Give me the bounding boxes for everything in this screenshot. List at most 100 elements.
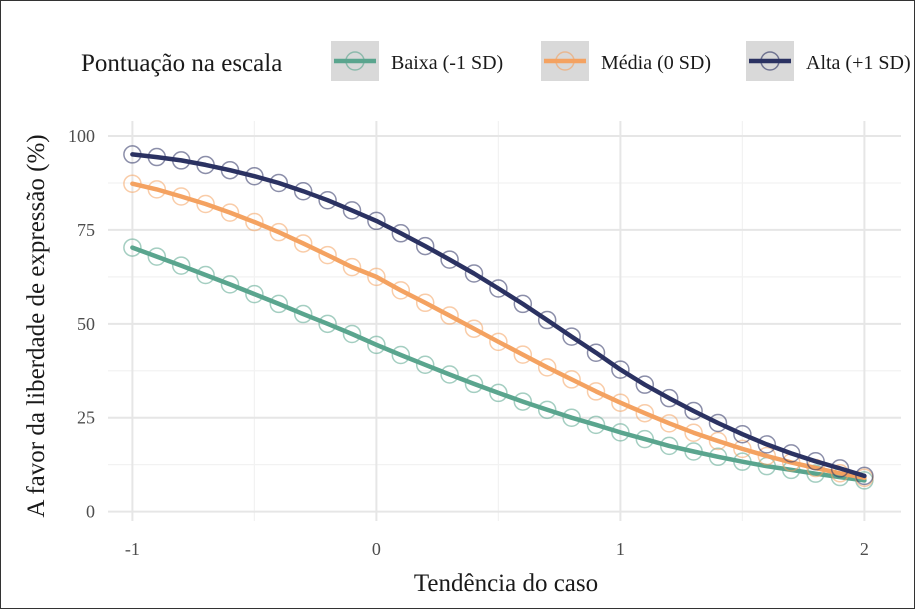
data-point	[586, 343, 606, 362]
data-point	[318, 314, 337, 334]
data-point	[708, 447, 728, 467]
data-point	[489, 383, 508, 403]
x-tick-label: 1	[616, 539, 625, 559]
data-point	[269, 222, 289, 242]
data-point	[342, 324, 362, 344]
legend-key-point	[555, 51, 575, 71]
y-tick-label: 25	[77, 408, 95, 428]
data-point	[562, 327, 581, 346]
data-point	[611, 393, 630, 412]
data-point	[806, 464, 825, 483]
data-point	[391, 345, 411, 365]
data-point	[635, 403, 655, 423]
data-point	[513, 345, 533, 364]
data-point	[293, 234, 313, 253]
data-point	[440, 250, 459, 269]
data-point	[123, 174, 142, 193]
data-point	[367, 335, 386, 355]
data-point	[830, 459, 850, 478]
series-layer	[123, 145, 874, 490]
data-point	[537, 358, 557, 377]
data-point	[367, 267, 386, 287]
data-point	[196, 265, 215, 285]
legend-title: Pontuação na escala	[81, 50, 282, 77]
data-point	[367, 211, 386, 231]
data-point	[562, 408, 581, 427]
data-point	[245, 166, 264, 186]
data-point	[733, 439, 752, 459]
data-point	[708, 431, 728, 451]
data-point	[855, 466, 874, 486]
data-point	[196, 194, 215, 214]
y-tick-label: 50	[77, 314, 95, 334]
data-point	[318, 190, 337, 210]
data-point	[684, 442, 703, 461]
data-point	[757, 446, 777, 466]
data-point	[415, 236, 435, 256]
legend-item: Média (0 SD)	[541, 41, 711, 81]
data-point	[123, 238, 142, 257]
series-group	[123, 174, 874, 488]
data-point	[659, 436, 679, 456]
data-point	[489, 332, 508, 352]
y-tick-label: 100	[68, 126, 95, 146]
data-point	[659, 414, 679, 433]
x-tick-label: 2	[860, 539, 869, 559]
legend-label: Média (0 SD)	[601, 52, 711, 74]
data-point	[586, 415, 606, 435]
data-point	[147, 147, 167, 167]
data-point	[611, 360, 630, 379]
legend-label: Baixa (-1 SD)	[391, 52, 503, 74]
data-point	[537, 310, 557, 330]
data-point	[513, 294, 533, 314]
data-point	[513, 392, 533, 411]
grid-major-lines	[108, 121, 901, 521]
x-tick-label: 0	[372, 539, 381, 559]
data-point	[586, 382, 606, 401]
legend-items: Baixa (-1 SD) Média (0 SD) Alta (+1 SD)	[331, 41, 911, 81]
data-point	[440, 306, 459, 325]
x-axis-title: Tendência do caso	[414, 570, 598, 597]
data-point	[781, 444, 801, 463]
data-point	[220, 203, 240, 222]
data-point	[342, 257, 362, 277]
x-tick-label: -1	[125, 539, 140, 559]
data-point	[708, 413, 728, 433]
x-axis-ticks: -1 0 1 2	[125, 539, 869, 559]
y-axis-ticks: 0 25 50 75 100	[68, 126, 95, 522]
data-point	[611, 423, 630, 442]
data-point	[464, 264, 484, 283]
y-axis-title: A favor da liberdade de expressão (%)	[23, 134, 50, 517]
data-point	[293, 304, 313, 324]
data-point	[147, 247, 167, 266]
data-point	[684, 401, 703, 421]
data-point	[659, 388, 679, 408]
data-point	[757, 435, 777, 454]
legend-key-point	[760, 51, 780, 71]
data-point	[220, 160, 240, 180]
legend: Pontuação na escala Baixa (-1 SD) Média (…	[81, 41, 911, 81]
y-tick-label: 75	[77, 220, 95, 240]
data-point	[733, 452, 752, 471]
data-point	[269, 294, 289, 314]
series-group	[123, 145, 874, 486]
legend-key-point	[345, 51, 365, 71]
data-point	[440, 365, 459, 384]
data-point	[537, 400, 557, 420]
data-point	[220, 275, 240, 294]
legend-item: Baixa (-1 SD)	[331, 41, 503, 81]
data-point	[342, 201, 362, 220]
legend-label: Alta (+1 SD)	[806, 52, 911, 74]
data-point	[318, 245, 337, 265]
data-point	[635, 375, 655, 394]
series-group	[123, 238, 874, 490]
data-point	[464, 319, 484, 338]
data-point	[123, 145, 142, 164]
data-point	[489, 279, 508, 298]
data-point	[269, 173, 289, 193]
data-point	[635, 429, 655, 449]
data-point	[391, 281, 411, 300]
data-point	[293, 181, 313, 201]
data-point	[415, 355, 435, 375]
